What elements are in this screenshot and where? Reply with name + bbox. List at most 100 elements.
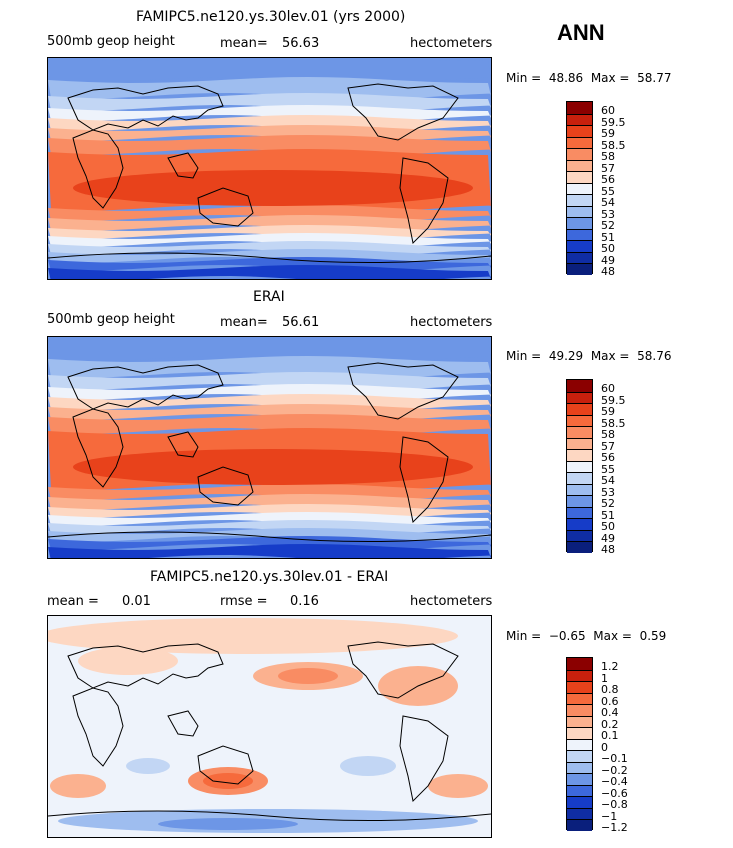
colorbar-swatch	[567, 113, 592, 126]
panel1-map	[47, 57, 492, 280]
panel1-title: FAMIPC5.ne120.ys.30lev.01 (yrs 2000)	[136, 9, 406, 25]
contour-blob	[73, 449, 473, 485]
coastline	[48, 252, 491, 264]
colorbar-label: 50	[601, 242, 615, 256]
colorbar-swatch	[567, 449, 592, 461]
panel2-colorbar	[566, 379, 593, 553]
panel2-title: ERAI	[253, 289, 285, 305]
colorbar-label: 52	[601, 219, 615, 233]
panel1-max-label: Max =	[590, 71, 630, 85]
colorbar-label: 59.5	[601, 393, 626, 407]
contour-blob	[203, 773, 253, 789]
panel2-field-label: 500mb geop height	[47, 312, 175, 327]
coastline	[197, 187, 254, 227]
contour-blob	[78, 647, 178, 675]
panel2-map	[47, 336, 492, 559]
colorbar-label: 1.2	[601, 660, 619, 673]
colorbar-swatch	[567, 205, 592, 218]
panel2-mean-value: 56.61	[282, 315, 320, 330]
contour-band	[48, 135, 491, 155]
colorbar-swatch	[567, 159, 592, 172]
colorbar-label: 59	[601, 127, 615, 141]
coastline	[347, 83, 459, 141]
coastline	[167, 152, 199, 179]
colorbar-swatch	[567, 148, 592, 160]
coastline	[347, 362, 459, 420]
colorbar-swatch	[567, 102, 592, 114]
season-label: ANN	[557, 20, 605, 45]
colorbar-swatch	[567, 460, 592, 473]
colorbar-swatch	[567, 518, 592, 530]
colorbar-label: 60	[601, 104, 615, 117]
colorbar-swatch	[567, 669, 592, 682]
panel2-units: hectometers	[410, 315, 493, 330]
colorbar-swatch	[567, 819, 592, 831]
colorbar-swatch	[567, 738, 592, 751]
colorbar-swatch	[567, 426, 592, 438]
colorbar-label: 54	[601, 196, 615, 210]
colorbar-label: 60	[601, 382, 615, 395]
colorbar-label: 0.2	[601, 717, 619, 731]
coastline	[399, 157, 449, 245]
panel1-mean-value: 56.63	[282, 36, 320, 51]
coastline	[48, 531, 491, 543]
colorbar-swatch	[567, 171, 592, 183]
contour-band	[48, 544, 491, 558]
panel3-mean-label: mean =	[47, 594, 99, 609]
contour-blob	[278, 668, 338, 684]
colorbar-label: 1	[601, 671, 608, 685]
colorbar-swatch	[567, 681, 592, 693]
colorbar-label: 55	[601, 184, 615, 198]
colorbar-label: 58.5	[601, 416, 626, 430]
contour-blob	[50, 774, 106, 798]
panel3-map	[47, 615, 492, 838]
panel1-mean-label: mean=	[220, 36, 268, 51]
colorbar-label: 0.4	[601, 706, 619, 720]
contour-band	[48, 404, 491, 420]
colorbar-label: −1.2	[601, 821, 628, 835]
panel3-max-value: 0.59	[639, 629, 667, 643]
contour-band	[48, 337, 491, 362]
colorbar-swatch	[567, 125, 592, 137]
colorbar-label: 0.8	[601, 683, 619, 697]
colorbar-swatch	[567, 391, 592, 404]
colorbar-swatch	[567, 807, 592, 820]
colorbar-label: 55	[601, 462, 615, 476]
colorbar-swatch	[567, 414, 592, 427]
coastline	[67, 85, 224, 131]
contour-band	[48, 356, 491, 378]
contour-band	[48, 215, 491, 231]
contour-band	[48, 494, 491, 510]
contour-band	[48, 93, 491, 111]
colorbar-swatch	[567, 784, 592, 797]
panel1-field-label: 500mb geop height	[47, 34, 175, 49]
colorbar-swatch	[567, 263, 592, 275]
colorbar-swatch	[567, 217, 592, 229]
contour-blob	[126, 758, 170, 774]
colorbar-label: 0.1	[601, 729, 619, 743]
colorbar-swatch	[567, 704, 592, 716]
colorbar-swatch	[567, 658, 592, 670]
panel2-max-value: 58.76	[637, 349, 672, 363]
contour-band	[48, 394, 491, 410]
panel1-max-value: 58.77	[637, 71, 672, 85]
colorbar-swatch	[567, 194, 592, 206]
colorbar-label: 0	[601, 740, 608, 754]
colorbar-label: 56	[601, 451, 615, 465]
panel1-colorbar	[566, 101, 593, 275]
colorbar-swatch	[567, 240, 592, 252]
contour-band	[48, 125, 491, 141]
colorbar-label: 59.5	[601, 115, 626, 129]
coastline	[399, 436, 449, 524]
colorbar-swatch	[567, 228, 592, 241]
colorbar-label: 57	[601, 439, 615, 453]
coastline	[347, 641, 459, 699]
contour-blob	[158, 818, 298, 830]
contour-band	[48, 414, 491, 434]
colorbar-label: 58	[601, 150, 615, 164]
panel3-colorbar	[566, 657, 593, 831]
colorbar-label: 51	[601, 230, 615, 244]
panel2-min-value: 49.29	[548, 349, 584, 363]
colorbar-label: −0.6	[601, 786, 628, 800]
contour-band	[48, 105, 491, 121]
